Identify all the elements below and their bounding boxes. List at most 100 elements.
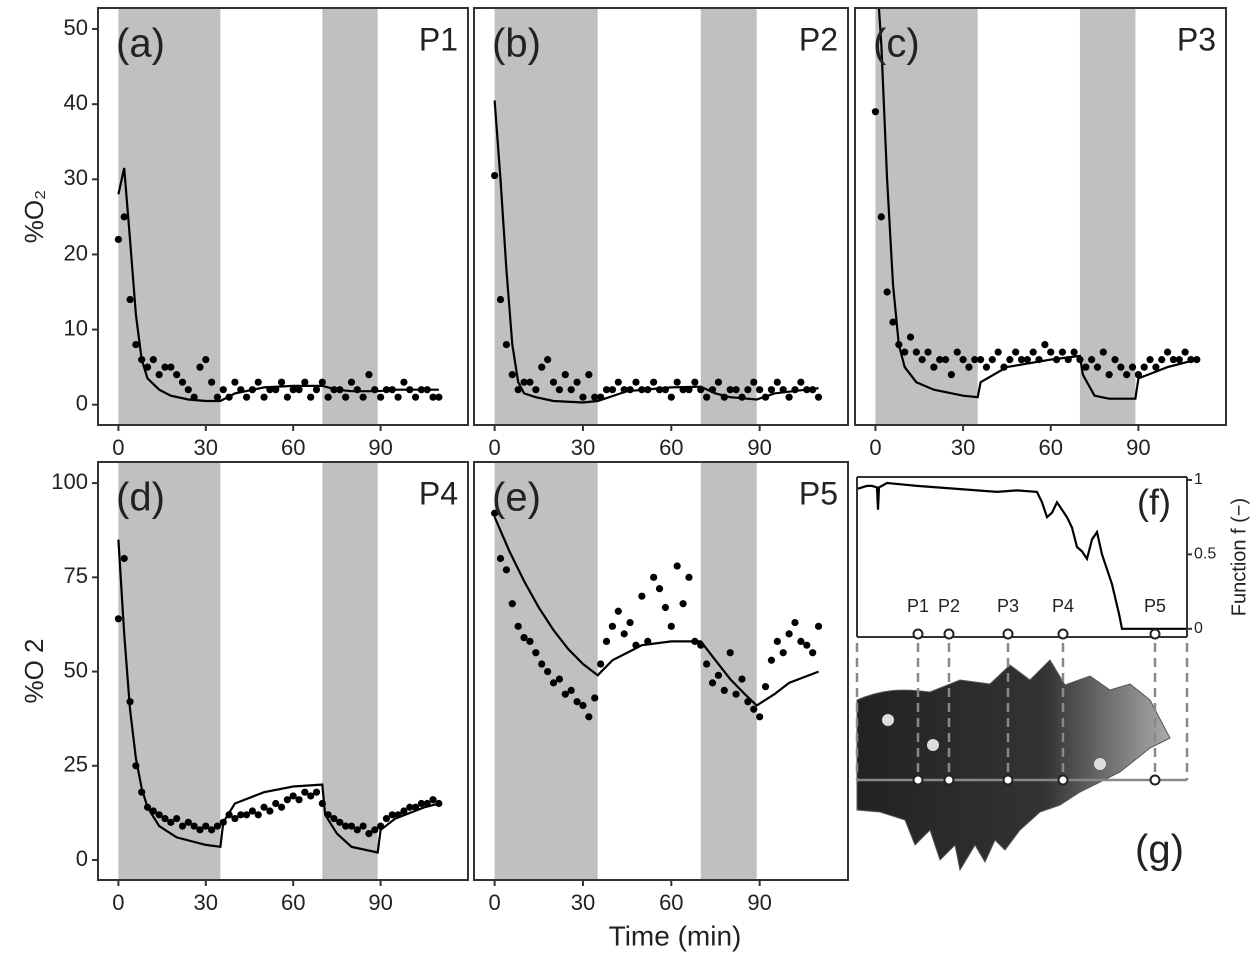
data-point <box>532 649 540 657</box>
data-point <box>1123 371 1131 379</box>
data-point <box>508 600 516 608</box>
y-tick-label: 0 <box>76 846 88 871</box>
x-tick-label: 60 <box>281 435 305 460</box>
fit-line <box>877 8 1198 400</box>
site-marker-image <box>1149 774 1161 786</box>
y-tick-label: 10 <box>64 315 88 340</box>
data-point <box>1006 356 1014 364</box>
site-marker-image <box>912 774 924 786</box>
dark-period <box>494 8 598 425</box>
x-tick-label: 30 <box>194 890 218 915</box>
x-tick-label: 60 <box>281 890 305 915</box>
data-point <box>1134 371 1142 379</box>
data-point <box>1146 356 1154 364</box>
data-point <box>567 386 575 394</box>
data-point <box>289 792 297 800</box>
data-point <box>1093 363 1102 371</box>
data-point <box>1082 363 1090 371</box>
data-point <box>1070 348 1078 356</box>
data-point <box>371 826 379 834</box>
data-point <box>260 803 268 811</box>
data-point <box>779 649 787 657</box>
data-point <box>597 660 605 668</box>
data-point <box>376 393 385 401</box>
dark-period <box>700 8 757 425</box>
dark-period <box>118 8 221 425</box>
data-point <box>614 378 622 386</box>
data-point <box>155 811 163 819</box>
data-point <box>184 818 192 826</box>
data-point <box>295 386 303 394</box>
site-label: P5 <box>1144 596 1166 616</box>
site-marker <box>1149 628 1161 640</box>
data-point <box>883 288 891 296</box>
x-axis-label: Time (min) <box>609 920 742 951</box>
data-point <box>277 803 286 811</box>
data-point <box>277 378 286 386</box>
data-point <box>767 656 776 664</box>
data-point <box>947 371 956 379</box>
site-marker-image <box>1057 774 1069 786</box>
data-point <box>318 378 326 386</box>
site-marker-image <box>1002 774 1014 786</box>
data-point <box>208 378 216 386</box>
image-label: (g) <box>1135 828 1184 872</box>
data-point <box>655 585 664 593</box>
data-point <box>703 393 711 401</box>
site-label: P3 <box>1177 21 1216 57</box>
y-tick-label: 50 <box>64 657 88 682</box>
x-tick-label: 60 <box>659 435 683 460</box>
data-point <box>579 393 587 401</box>
data-point <box>756 386 764 394</box>
data-point <box>1111 356 1119 364</box>
data-point <box>877 213 885 221</box>
data-point <box>208 826 216 834</box>
bubble <box>882 714 894 726</box>
data-point <box>544 667 552 676</box>
data-point <box>1158 356 1166 364</box>
data-point <box>555 675 564 683</box>
fit-line <box>493 516 819 707</box>
data-point <box>901 348 909 356</box>
x-tick-label: 30 <box>571 890 595 915</box>
data-point <box>638 592 646 600</box>
panel <box>491 462 823 880</box>
data-point <box>585 371 593 379</box>
data-point <box>312 788 321 796</box>
data-point <box>785 393 793 401</box>
data-point <box>406 803 414 811</box>
y2-tick-label: 0 <box>1194 620 1203 637</box>
x-tick-label: 90 <box>747 890 771 915</box>
data-point <box>538 363 546 371</box>
data-point <box>585 713 593 721</box>
data-point <box>1169 356 1178 364</box>
y-tick-label: 50 <box>64 15 88 40</box>
site-marker <box>1002 628 1014 640</box>
data-point <box>359 393 367 401</box>
panel <box>114 462 443 880</box>
site-label: P1 <box>907 596 929 616</box>
data-point <box>301 378 309 386</box>
data-point <box>502 566 510 574</box>
data-point <box>167 363 175 371</box>
data-point <box>196 363 204 371</box>
data-point <box>1128 363 1137 371</box>
data-point <box>266 807 274 815</box>
x-tick-label: 90 <box>368 435 392 460</box>
data-point <box>365 371 373 379</box>
data-point <box>526 378 534 386</box>
data-point <box>272 799 280 808</box>
data-point <box>1152 363 1160 371</box>
data-point <box>307 393 315 401</box>
data-point <box>661 603 670 612</box>
data-point <box>231 814 239 823</box>
data-point <box>561 690 569 698</box>
panel-label: (f) <box>1137 482 1171 523</box>
data-point <box>714 378 723 386</box>
data-point <box>555 386 564 394</box>
data-point <box>514 622 522 630</box>
dark-period <box>875 8 978 425</box>
data-point <box>930 363 938 371</box>
data-point <box>761 683 770 691</box>
data-point <box>242 393 251 401</box>
